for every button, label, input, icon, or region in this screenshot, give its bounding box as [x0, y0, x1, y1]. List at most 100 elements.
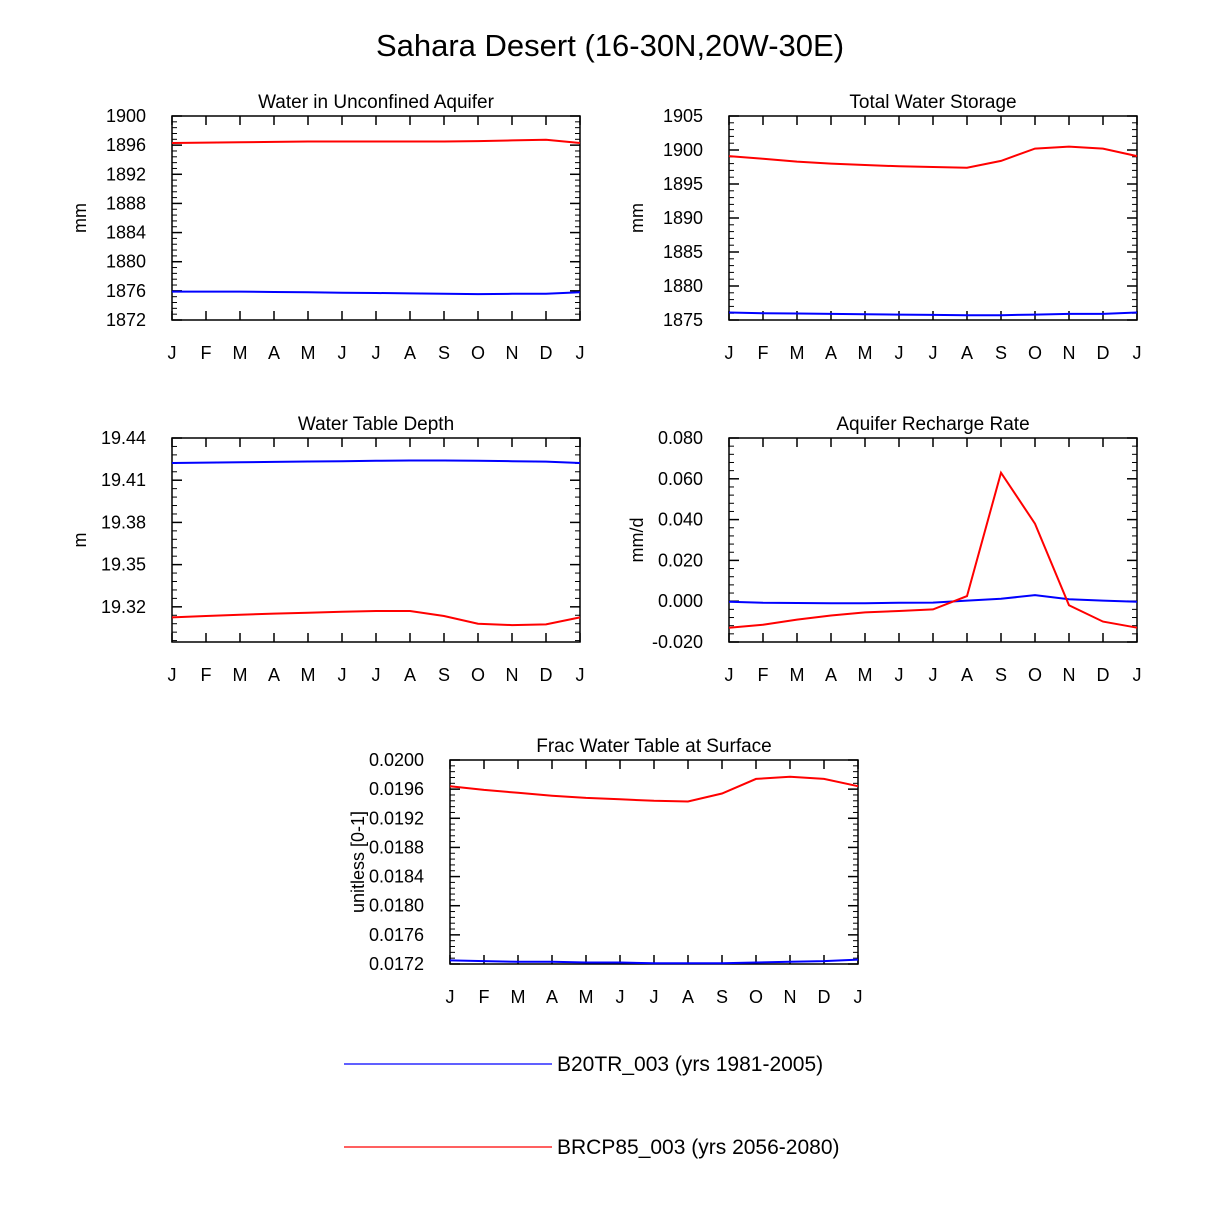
chart-water-in-unconfined-aquifer-ylabel: mm	[70, 203, 90, 233]
chart-total-water-storage-ytick-label: 1885	[663, 242, 703, 262]
chart-water-table-depth-xtick-label: A	[404, 665, 416, 685]
chart-total-water-storage-xtick-label: F	[758, 343, 769, 363]
chart-total-water-storage-xtick-label: O	[1028, 343, 1042, 363]
legend-label-brcp85: BRCP85_003 (yrs 2056-2080)	[557, 1136, 840, 1159]
chart-total-water-storage-xtick-label: J	[1133, 343, 1142, 363]
chart-total-water-storage-ytick-label: 1875	[663, 310, 703, 330]
chart-total-water-storage-xtick-label: J	[929, 343, 938, 363]
chart-total-water-storage-series-brcp85-003	[728, 145, 1138, 169]
chart-aquifer-recharge-rate-series-brcp85-003	[728, 470, 1138, 629]
chart-water-table-depth-xtick-label: F	[201, 665, 212, 685]
chart-aquifer-recharge-rate-xtick-label: O	[1028, 665, 1042, 685]
chart-frac-water-table-at-surface-xtick-label: O	[749, 987, 763, 1007]
chart-frac-water-table-at-surface-series-b20tr-003	[449, 958, 859, 965]
chart-aquifer-recharge-rate-xtick-label: M	[790, 665, 805, 685]
chart-frac-water-table-at-surface-xtick-label: F	[479, 987, 490, 1007]
chart-water-in-unconfined-aquifer-xtick-label: O	[471, 343, 485, 363]
chart-water-in-unconfined-aquifer-xtick-label: J	[338, 343, 347, 363]
chart-aquifer-recharge-rate-xtick-label: S	[995, 665, 1007, 685]
chart-water-in-unconfined-aquifer-ytick-label: 1876	[106, 281, 146, 301]
chart-aquifer-recharge-rate-xtick-label: F	[758, 665, 769, 685]
chart-total-water-storage-xtick-label: A	[825, 343, 837, 363]
chart-water-table-depth-series-brcp85-003	[171, 610, 581, 627]
chart-water-table-depth-ytick-label: 19.41	[101, 470, 146, 490]
chart-water-in-unconfined-aquifer-xtick-label: J	[372, 343, 381, 363]
chart-aquifer-recharge-rate-ytick-label: -0.020	[652, 632, 703, 652]
chart-water-table-depth-xtick-label: J	[576, 665, 585, 685]
chart-frac-water-table-at-surface-ytick-label: 0.0196	[369, 779, 424, 799]
chart-aquifer-recharge-rate-xtick-label: J	[895, 665, 904, 685]
chart-aquifer-recharge-rate-title: Aquifer Recharge Rate	[836, 414, 1029, 435]
chart-water-in-unconfined-aquifer-xtick-label: J	[168, 343, 177, 363]
chart-water-table-depth-xtick-label: J	[168, 665, 177, 685]
chart-water-table-depth-ytick-label: 19.35	[101, 555, 146, 575]
chart-aquifer-recharge-rate-xtick-label: D	[1097, 665, 1110, 685]
chart-total-water-storage-xtick-label: M	[790, 343, 805, 363]
chart-frac-water-table-at-surface-xtick-label: J	[446, 987, 455, 1007]
chart-water-table-depth-title: Water Table Depth	[298, 414, 454, 435]
chart-frac-water-table-at-surface-xtick-label: A	[546, 987, 558, 1007]
chart-frac-water-table-at-surface-xtick-label: S	[716, 987, 728, 1007]
chart-aquifer-recharge-rate-ytick-label: 0.060	[658, 469, 703, 489]
chart-aquifer-recharge-rate-xtick-label: J	[929, 665, 938, 685]
chart-aquifer-recharge-rate-xtick-label: J	[1133, 665, 1142, 685]
chart-water-table-depth-ylabel: m	[70, 533, 90, 548]
chart-frac-water-table-at-surface-ytick-label: 0.0200	[369, 750, 424, 770]
chart-water-in-unconfined-aquifer-ytick-label: 1896	[106, 135, 146, 155]
chart-water-table-depth-xtick-label: J	[372, 665, 381, 685]
chart-frac-water-table-at-surface-frame	[449, 759, 859, 965]
chart-water-in-unconfined-aquifer-xtick-label: J	[576, 343, 585, 363]
chart-frac-water-table-at-surface-ytick-label: 0.0180	[369, 896, 424, 916]
chart-aquifer-recharge-rate-ylabel: mm/d	[627, 518, 647, 563]
chart-water-table-depth-xtick-label: S	[438, 665, 450, 685]
chart-aquifer-recharge-rate-frame	[728, 437, 1138, 643]
chart-water-in-unconfined-aquifer-series-b20tr-003	[172, 290, 581, 296]
chart-water-table-depth-series-b20tr-003	[171, 459, 581, 464]
chart-total-water-storage-ytick-label: 1880	[663, 276, 703, 296]
chart-frac-water-table-at-surface-xtick-label: A	[682, 987, 694, 1007]
chart-aquifer-recharge-rate-series-b20tr-003	[728, 594, 1138, 605]
chart-frac-water-table-at-surface: Frac Water Table at Surface unitless [0-1…	[348, 736, 863, 1007]
chart-water-in-unconfined-aquifer-ytick-label: 1892	[106, 164, 146, 184]
chart-total-water-storage-xtick-label: D	[1097, 343, 1110, 363]
chart-water-in-unconfined-aquifer-frame	[171, 115, 581, 321]
chart-water-in-unconfined-aquifer-series-brcp85-003	[171, 138, 581, 144]
chart-frac-water-table-at-surface-title: Frac Water Table at Surface	[536, 736, 772, 757]
legend-label-b20tr: B20TR_003 (yrs 1981-2005)	[557, 1053, 823, 1076]
chart-frac-water-table-at-surface-xtick-label: J	[616, 987, 625, 1007]
chart-water-in-unconfined-aquifer-xtick-label: A	[404, 343, 416, 363]
chart-aquifer-recharge-rate-ytick-label: 0.040	[658, 510, 703, 530]
chart-water-table-depth-ytick-label: 19.38	[101, 512, 146, 532]
chart-water-in-unconfined-aquifer-ytick-label: 1872	[106, 310, 146, 330]
chart-water-table-depth-xtick-label: O	[471, 665, 485, 685]
chart-frac-water-table-at-surface-ytick-label: 0.0172	[369, 954, 424, 974]
chart-water-table-depth-xtick-label: D	[540, 665, 553, 685]
chart-aquifer-recharge-rate-xtick-label: J	[725, 665, 734, 685]
chart-water-in-unconfined-aquifer-xtick-label: M	[233, 343, 248, 363]
chart-frac-water-table-at-surface-series-brcp85-003	[449, 775, 859, 803]
chart-water-table-depth-xtick-label: M	[233, 665, 248, 685]
chart-frac-water-table-at-surface-xtick-label: J	[854, 987, 863, 1007]
chart-water-table-depth-xtick-label: J	[338, 665, 347, 685]
chart-aquifer-recharge-rate-ytick-label: 0.080	[658, 428, 703, 448]
chart-aquifer-recharge-rate-xtick-label: M	[858, 665, 873, 685]
chart-aquifer-recharge-rate-xtick-label: N	[1063, 665, 1076, 685]
chart-total-water-storage-xtick-label: M	[858, 343, 873, 363]
chart-total-water-storage-xtick-label: J	[895, 343, 904, 363]
chart-water-in-unconfined-aquifer-ytick-label: 1900	[106, 106, 146, 126]
chart-total-water-storage-ytick-label: 1905	[663, 106, 703, 126]
chart-total-water-storage-xtick-label: J	[725, 343, 734, 363]
chart-total-water-storage-xtick-label: A	[961, 343, 973, 363]
figure-title: Sahara Desert (16-30N,20W-30E)	[376, 28, 844, 63]
chart-water-in-unconfined-aquifer-xtick-label: A	[268, 343, 280, 363]
chart-total-water-storage-ytick-label: 1895	[663, 174, 703, 194]
chart-total-water-storage-title: Total Water Storage	[849, 92, 1016, 113]
chart-water-table-depth-xtick-label: A	[268, 665, 280, 685]
chart-water-in-unconfined-aquifer-xtick-label: N	[506, 343, 519, 363]
chart-total-water-storage-ytick-label: 1900	[663, 140, 703, 160]
